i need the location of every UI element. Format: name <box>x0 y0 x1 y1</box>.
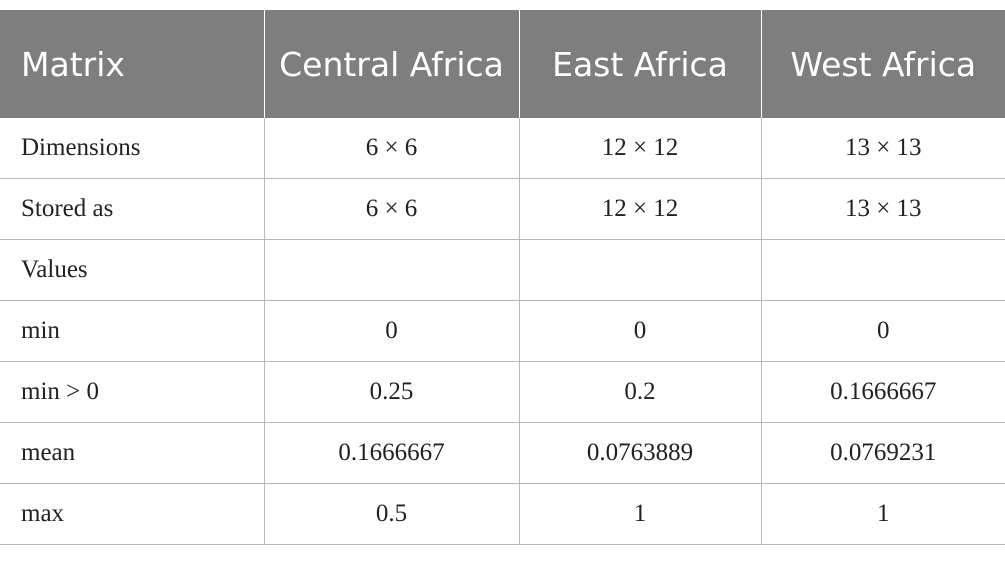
table-cell: 1 <box>518 483 761 545</box>
table-cell: 12 × 12 <box>518 118 761 179</box>
table-cell: 0 <box>263 300 519 362</box>
table-cell: 6 × 6 <box>263 118 519 179</box>
matrix-table: Matrix Central Africa East Africa West A… <box>0 10 1005 545</box>
header-west-africa: West Africa <box>760 10 1005 118</box>
table-cell: 0 <box>760 300 1005 362</box>
table-cell: 0.0763889 <box>518 422 761 484</box>
table-cell: 0.25 <box>263 361 519 423</box>
row-label: max <box>0 483 264 545</box>
table-row: min 0 0 0 <box>0 300 1005 362</box>
row-label: min > 0 <box>0 361 264 423</box>
table-row: Stored as 6 × 6 12 × 12 13 × 13 <box>0 178 1005 240</box>
table-row: min > 0 0.25 0.2 0.1666667 <box>0 361 1005 423</box>
table-row: Dimensions 6 × 6 12 × 12 13 × 13 <box>0 118 1005 179</box>
row-label: Dimensions <box>0 118 264 179</box>
table-cell: 13 × 13 <box>760 178 1005 240</box>
header-row: Matrix Central Africa East Africa West A… <box>0 10 1005 118</box>
table-cell: 0.2 <box>518 361 761 423</box>
table-body: Dimensions 6 × 6 12 × 12 13 × 13 Stored … <box>0 118 1005 545</box>
table-cell: 12 × 12 <box>518 178 761 240</box>
row-label: mean <box>0 422 264 484</box>
header-matrix: Matrix <box>0 10 264 118</box>
table-cell <box>263 239 519 301</box>
row-label: min <box>0 300 264 362</box>
row-label: Values <box>0 239 264 301</box>
table-header: Matrix Central Africa East Africa West A… <box>0 10 1005 118</box>
table-cell: 0.1666667 <box>263 422 519 484</box>
table-cell: 13 × 13 <box>760 118 1005 179</box>
header-central-africa: Central Africa <box>263 10 519 118</box>
table-cell: 1 <box>760 483 1005 545</box>
table-cell: 0.1666667 <box>760 361 1005 423</box>
table-cell: 6 × 6 <box>263 178 519 240</box>
table-cell <box>518 239 761 301</box>
table-cell: 0.0769231 <box>760 422 1005 484</box>
row-label: Stored as <box>0 178 264 240</box>
table-row: mean 0.1666667 0.0763889 0.0769231 <box>0 422 1005 484</box>
table-cell: 0.5 <box>263 483 519 545</box>
table-cell: 0 <box>518 300 761 362</box>
table-cell <box>760 239 1005 301</box>
table-row: Values <box>0 239 1005 301</box>
header-east-africa: East Africa <box>518 10 761 118</box>
table-row: max 0.5 1 1 <box>0 483 1005 545</box>
